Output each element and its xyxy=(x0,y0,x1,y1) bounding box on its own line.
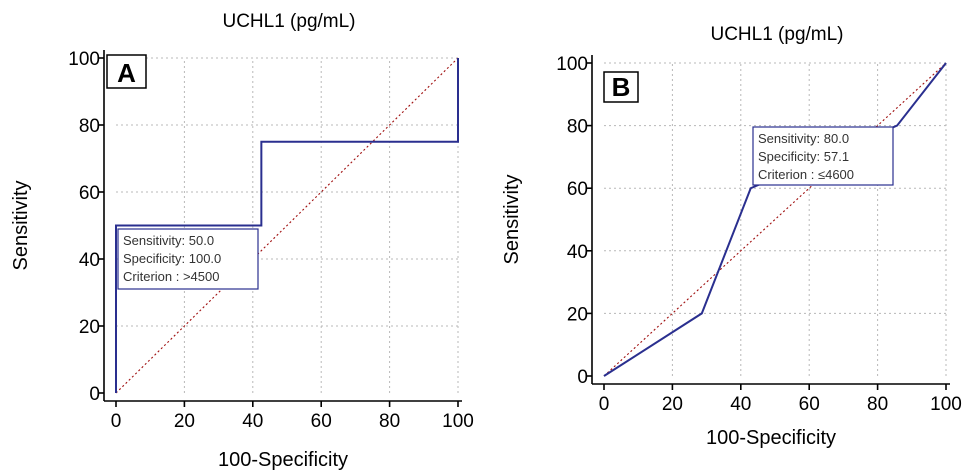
panel-letter-box xyxy=(603,71,639,103)
x-tick-label: 40 xyxy=(730,394,751,415)
criterion-annotation-box xyxy=(117,228,259,290)
x-tick-label: 60 xyxy=(311,411,332,432)
chart-panel-a: 0 20 40 60 80 100 0 20 40 60 80 100 UCHL1 (pg/mL) 100… xyxy=(10,11,474,470)
y-tick-label: 100 xyxy=(68,49,100,70)
panel-letter: B xyxy=(612,72,631,102)
y-tick-label: 0 xyxy=(89,384,100,405)
reference-diagonal-line xyxy=(603,62,947,377)
y-tick-label: 40 xyxy=(79,250,100,271)
y-tick-label: 0 xyxy=(577,367,588,388)
x-tick-label: 0 xyxy=(599,394,610,415)
annotation-text-line: Specificity: 57.1 xyxy=(758,149,849,164)
criterion-annotation-box xyxy=(752,126,894,186)
panel-letter: A xyxy=(117,58,136,88)
x-tick-label: 100 xyxy=(930,394,962,415)
x-axis-label: 100-Specificity xyxy=(218,449,348,470)
roc-curve-line xyxy=(603,62,947,377)
annotation-text-line: Criterion : >4500 xyxy=(123,269,219,284)
annotation-text-line: Sensitivity: 80.0 xyxy=(758,131,849,146)
x-tick-label: 20 xyxy=(662,394,683,415)
y-axis-label: Sensitivity xyxy=(501,174,523,264)
chart-panel-b: 0 20 40 60 80 100 0 20 40 60 80 100 UCHL1 (pg/mL) 100… xyxy=(501,24,962,449)
annotation-text-line: Specificity: 100.0 xyxy=(123,251,221,266)
chart-title: UCHL1 (pg/mL) xyxy=(710,24,843,45)
x-tick-label: 0 xyxy=(111,411,122,432)
y-tick-label: 60 xyxy=(79,183,100,204)
x-axis-label: 100-Specificity xyxy=(706,427,836,449)
chart-title: UCHL1 (pg/mL) xyxy=(222,11,355,32)
x-tick-label: 80 xyxy=(379,411,400,432)
y-tick-label: 80 xyxy=(79,116,100,137)
y-tick-label: 20 xyxy=(567,304,588,325)
annotation-text-line: Criterion : ≤4600 xyxy=(758,167,854,182)
x-tick-label: 80 xyxy=(867,394,888,415)
x-tick-label: 20 xyxy=(174,411,195,432)
panel-letter-box xyxy=(106,54,147,89)
reference-diagonal-line xyxy=(115,57,459,394)
y-axis-label: Sensitivity xyxy=(10,180,32,270)
y-tick-label: 80 xyxy=(567,117,588,138)
x-tick-label: 100 xyxy=(442,411,474,432)
y-tick-label: 40 xyxy=(567,242,588,263)
y-tick-label: 20 xyxy=(79,317,100,338)
roc-curve-line xyxy=(115,58,459,393)
x-tick-label: 40 xyxy=(242,411,263,432)
x-tick-label: 60 xyxy=(799,394,820,415)
y-tick-label: 60 xyxy=(567,179,588,200)
annotation-text-line: Sensitivity: 50.0 xyxy=(123,233,214,248)
y-tick-label: 100 xyxy=(556,54,588,75)
